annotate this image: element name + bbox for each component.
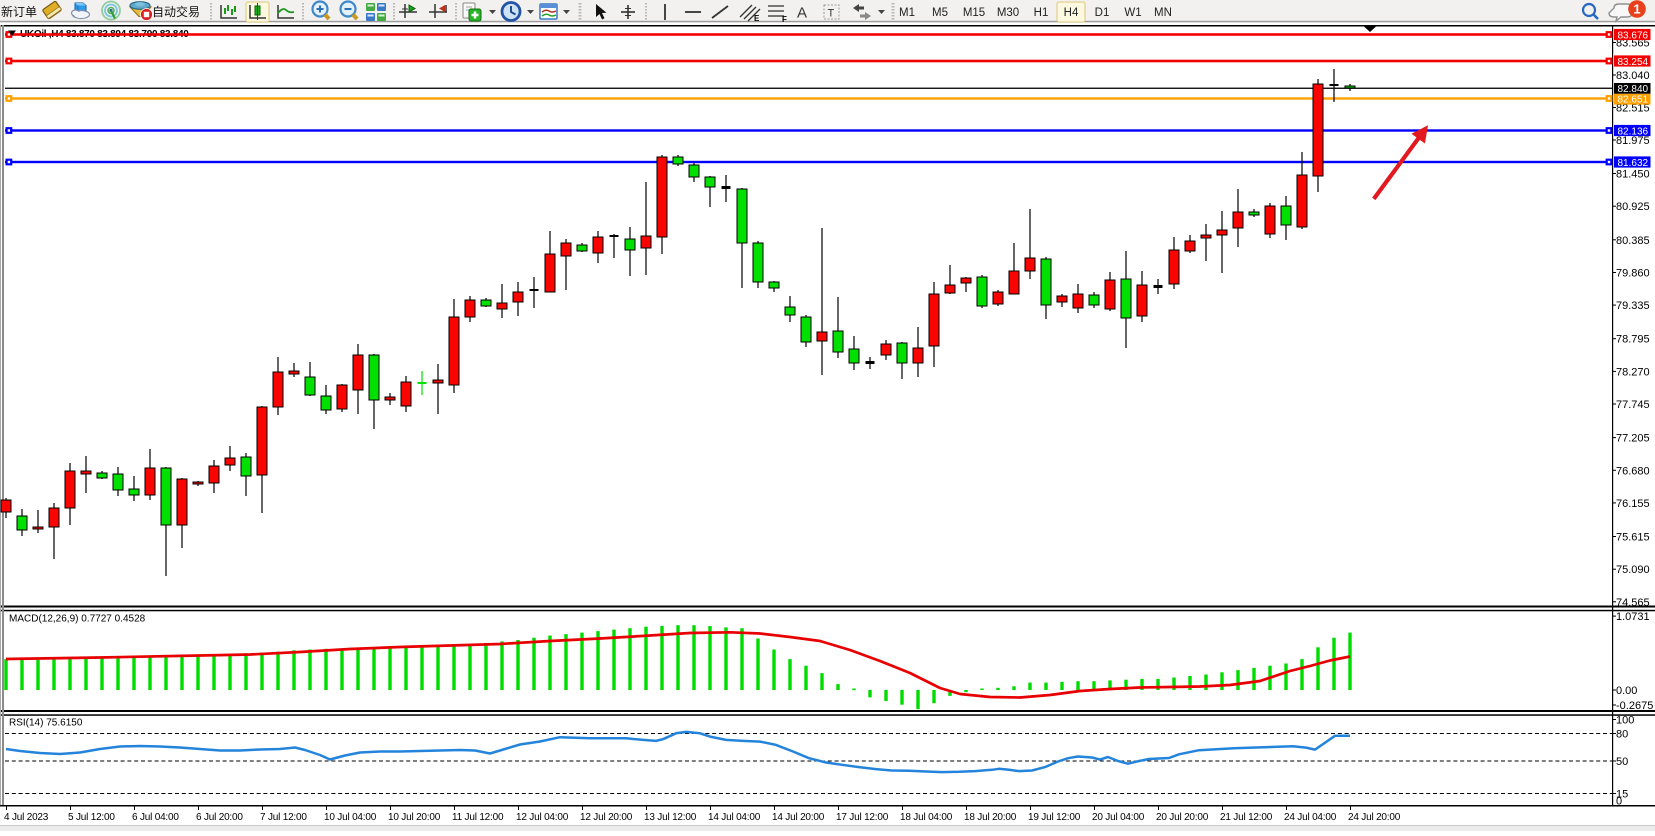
svg-text:M1: M1 bbox=[899, 7, 915, 19]
svg-text:24 Jul 20:00: 24 Jul 20:00 bbox=[1348, 812, 1401, 823]
svg-text:20 Jul 20:00: 20 Jul 20:00 bbox=[1156, 812, 1209, 823]
svg-text:7 Jul 12:00: 7 Jul 12:00 bbox=[260, 812, 307, 823]
svg-text:77.745: 77.745 bbox=[1616, 399, 1650, 411]
svg-text:1: 1 bbox=[1633, 2, 1640, 17]
svg-text:77.205: 77.205 bbox=[1616, 433, 1650, 445]
svg-text:82.840: 82.840 bbox=[1618, 84, 1649, 95]
svg-text:11 Jul 12:00: 11 Jul 12:00 bbox=[452, 812, 504, 823]
svg-text:19 Jul 12:00: 19 Jul 12:00 bbox=[1028, 812, 1081, 823]
svg-text:76.155: 76.155 bbox=[1616, 498, 1650, 510]
svg-text:RSI(14) 75.6150: RSI(14) 75.6150 bbox=[9, 718, 83, 729]
svg-text:15: 15 bbox=[1616, 789, 1628, 801]
svg-text:50: 50 bbox=[1616, 756, 1628, 768]
svg-text:M30: M30 bbox=[997, 7, 1019, 19]
svg-text:0: 0 bbox=[1616, 796, 1622, 808]
svg-text:13 Jul 12:00: 13 Jul 12:00 bbox=[644, 812, 697, 823]
svg-text:0.00: 0.00 bbox=[1616, 685, 1637, 697]
svg-text:自动交易: 自动交易 bbox=[152, 4, 200, 19]
svg-text:MN: MN bbox=[1154, 7, 1172, 19]
svg-text:80.925: 80.925 bbox=[1616, 201, 1650, 213]
svg-text:M5: M5 bbox=[932, 7, 948, 19]
svg-text:80.385: 80.385 bbox=[1616, 235, 1650, 247]
svg-text:M15: M15 bbox=[963, 7, 985, 19]
svg-text:12 Jul 04:00: 12 Jul 04:00 bbox=[516, 812, 569, 823]
svg-text:79.860: 79.860 bbox=[1616, 268, 1650, 280]
svg-text:1.0731: 1.0731 bbox=[1616, 611, 1650, 623]
svg-text:5 Jul 12:00: 5 Jul 12:00 bbox=[68, 812, 115, 823]
svg-text:D1: D1 bbox=[1095, 7, 1110, 19]
svg-text:T: T bbox=[828, 8, 835, 20]
svg-text:79.335: 79.335 bbox=[1616, 300, 1650, 312]
svg-text:12 Jul 20:00: 12 Jul 20:00 bbox=[580, 812, 633, 823]
svg-text:10 Jul 20:00: 10 Jul 20:00 bbox=[388, 812, 441, 823]
svg-text:6 Jul 04:00: 6 Jul 04:00 bbox=[132, 812, 179, 823]
svg-text:78.795: 78.795 bbox=[1616, 334, 1650, 346]
svg-text:-0.2675: -0.2675 bbox=[1616, 700, 1653, 712]
svg-text:6 Jul 20:00: 6 Jul 20:00 bbox=[196, 812, 243, 823]
svg-text:MACD(12,26,9) 0.7727 0.4528: MACD(12,26,9) 0.7727 0.4528 bbox=[9, 614, 146, 625]
svg-text:83.565: 83.565 bbox=[1616, 38, 1650, 50]
svg-text:81.632: 81.632 bbox=[1618, 158, 1649, 169]
svg-text:17 Jul 12:00: 17 Jul 12:00 bbox=[836, 812, 889, 823]
svg-text:76.680: 76.680 bbox=[1616, 465, 1650, 477]
svg-text:18 Jul 20:00: 18 Jul 20:00 bbox=[964, 812, 1017, 823]
svg-text:18 Jul 04:00: 18 Jul 04:00 bbox=[900, 812, 953, 823]
svg-text:H4: H4 bbox=[1064, 7, 1079, 19]
svg-text:14 Jul 04:00: 14 Jul 04:00 bbox=[708, 812, 761, 823]
svg-text:78.270: 78.270 bbox=[1616, 366, 1650, 378]
svg-text:20 Jul 04:00: 20 Jul 04:00 bbox=[1092, 812, 1145, 823]
svg-text:14 Jul 20:00: 14 Jul 20:00 bbox=[772, 812, 825, 823]
svg-text:82.651: 82.651 bbox=[1618, 95, 1649, 106]
svg-text:83.254: 83.254 bbox=[1618, 57, 1649, 68]
svg-text:F: F bbox=[782, 15, 787, 24]
svg-text:83.040: 83.040 bbox=[1616, 70, 1650, 82]
svg-text:83.676: 83.676 bbox=[1618, 30, 1649, 41]
svg-text:74.565: 74.565 bbox=[1616, 597, 1650, 609]
svg-text:81.975: 81.975 bbox=[1616, 135, 1650, 147]
svg-text:A: A bbox=[797, 5, 807, 22]
svg-text:E: E bbox=[754, 14, 760, 23]
svg-text:80: 80 bbox=[1616, 729, 1628, 741]
svg-text:75.090: 75.090 bbox=[1616, 564, 1650, 576]
svg-text:10 Jul 04:00: 10 Jul 04:00 bbox=[324, 812, 377, 823]
svg-text:75.615: 75.615 bbox=[1616, 532, 1650, 544]
svg-text:21 Jul 12:00: 21 Jul 12:00 bbox=[1220, 812, 1273, 823]
svg-text:100: 100 bbox=[1616, 715, 1634, 727]
svg-text:81.450: 81.450 bbox=[1616, 169, 1650, 181]
svg-text:82.136: 82.136 bbox=[1618, 126, 1649, 137]
svg-text:82.515: 82.515 bbox=[1616, 103, 1650, 115]
svg-text:W1: W1 bbox=[1124, 7, 1141, 19]
svg-text:H1: H1 bbox=[1034, 7, 1049, 19]
svg-text:24 Jul 04:00: 24 Jul 04:00 bbox=[1284, 812, 1337, 823]
svg-text:4 Jul 2023: 4 Jul 2023 bbox=[4, 812, 49, 823]
svg-text:新订单: 新订单 bbox=[1, 4, 37, 19]
